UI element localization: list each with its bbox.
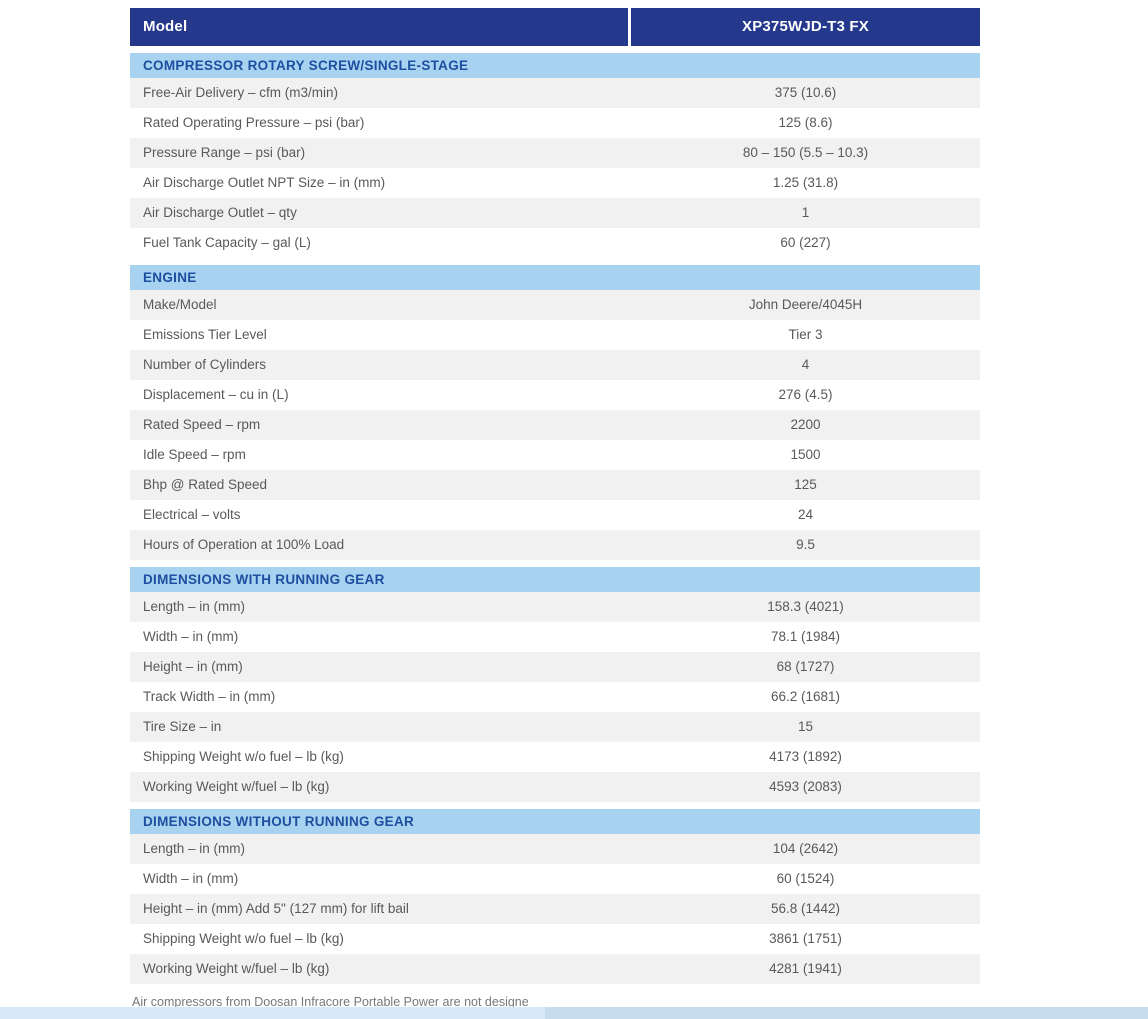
spec-row-value: 1 (801, 205, 810, 220)
section-title: COMPRESSOR ROTARY SCREW/SINGLE-STAGE (130, 53, 980, 78)
spec-row-value: 66.2 (1681) (770, 689, 841, 704)
spec-row-label: Width – in (mm) (143, 871, 239, 886)
spec-row: Idle Speed – rpm 1500 (130, 440, 980, 470)
spec-row: Length – in (mm) 158.3 (4021) (130, 592, 980, 622)
spec-row-value: 3861 (1751) (769, 931, 842, 946)
spec-row-value: 125 (794, 477, 817, 492)
spec-row: Width – in (mm) 78.1 (1984) (130, 622, 980, 652)
spec-section: ENGINE Make/Model John Deere/4045H Emission… (130, 265, 980, 560)
spec-row-label: Track Width – in (mm) (143, 689, 276, 704)
model-header-cell: Model (130, 8, 628, 46)
spec-row: Track Width – in (mm) 66.2 (1681) (130, 682, 980, 712)
spec-sections: COMPRESSOR ROTARY SCREW/SINGLE-STAGE Free… (130, 53, 980, 984)
spec-row-label: Working Weight w/fuel – lb (kg) (143, 961, 330, 976)
spec-row: Air Discharge Outlet – qty 1 (130, 198, 980, 228)
spec-row-value: 24 (797, 507, 814, 522)
footer-note: Air compressors from Doosan Infracore Po… (132, 995, 529, 1009)
spec-row-value: 4593 (2083) (769, 779, 842, 794)
spec-row: Bhp @ Rated Speed 125 (130, 470, 980, 500)
header-divider (628, 8, 631, 46)
spec-row: Rated Speed – rpm 2200 (130, 410, 980, 440)
spec-row-label: Idle Speed – rpm (143, 447, 246, 462)
spec-row: Pressure Range – psi (bar) 80 – 150 (5.5 … (130, 138, 980, 168)
spec-row: Working Weight w/fuel – lb (kg) 4593 (208… (130, 772, 980, 802)
spec-row-label: Length – in (mm) (143, 599, 246, 614)
spec-section: DIMENSIONS WITH RUNNING GEAR Length – in … (130, 567, 980, 802)
model-value-cell: XP375WJD-T3 FX (631, 8, 980, 46)
spec-section: COMPRESSOR ROTARY SCREW/SINGLE-STAGE Free… (130, 53, 980, 258)
spec-row-label: Rated Operating Pressure – psi (bar) (143, 115, 365, 130)
spec-row: Fuel Tank Capacity – gal (L) 60 (227) (130, 228, 980, 258)
spec-row-label: Emissions Tier Level (143, 327, 267, 342)
spec-row: Shipping Weight w/o fuel – lb (kg) 3861 (… (130, 924, 980, 954)
spec-row-value: 68 (1727) (776, 659, 835, 674)
spec-row-label: Width – in (mm) (143, 629, 239, 644)
spec-row: Tire Size – in 15 (130, 712, 980, 742)
spec-row: Displacement – cu in (L) 276 (4.5) (130, 380, 980, 410)
spec-row: Shipping Weight w/o fuel – lb (kg) 4173 (… (130, 742, 980, 772)
spec-row-value: 60 (1524) (776, 871, 835, 886)
spec-row-label: Height – in (mm) Add 5" (127 mm) for lif… (143, 901, 409, 916)
spec-row-value: 276 (4.5) (778, 387, 833, 402)
spec-row-label: Make/Model (143, 297, 217, 312)
spec-table: Model XP375WJD-T3 FX COMPRESSOR ROTARY S… (130, 8, 980, 984)
spec-row: Hours of Operation at 100% Load 9.5 (130, 530, 980, 560)
bottom-decoration (0, 1007, 1148, 1019)
spec-row: Make/Model John Deere/4045H (130, 290, 980, 320)
spec-row: Free-Air Delivery – cfm (m3/min) 375 (10.… (130, 78, 980, 108)
bottom-strip-right (545, 1007, 1148, 1019)
spec-row-label: Working Weight w/fuel – lb (kg) (143, 779, 330, 794)
spec-row-label: Shipping Weight w/o fuel – lb (kg) (143, 749, 344, 764)
spec-row-label: Length – in (mm) (143, 841, 246, 856)
spec-row-label: Fuel Tank Capacity – gal (L) (143, 235, 311, 250)
spec-row-value: 15 (797, 719, 814, 734)
spec-row-label: Tire Size – in (143, 719, 222, 734)
spec-row: Working Weight w/fuel – lb (kg) 4281 (194… (130, 954, 980, 984)
spec-row-value: 9.5 (796, 537, 815, 552)
spec-row-value: 60 (227) (780, 235, 831, 250)
spec-row-label: Number of Cylinders (143, 357, 267, 372)
spec-row-label: Hours of Operation at 100% Load (143, 537, 345, 552)
spec-row-value: 375 (10.6) (774, 85, 837, 100)
spec-row: Emissions Tier Level Tier 3 (130, 320, 980, 350)
spec-row: Height – in (mm) Add 5" (127 mm) for lif… (130, 894, 980, 924)
spec-row-label: Height – in (mm) (143, 659, 243, 674)
spec-row-label: Air Discharge Outlet NPT Size – in (mm) (143, 175, 386, 190)
spec-row: Width – in (mm) 60 (1524) (130, 864, 980, 894)
spec-row: Air Discharge Outlet NPT Size – in (mm) 1… (130, 168, 980, 198)
spec-row-label: Free-Air Delivery – cfm (m3/min) (143, 85, 339, 100)
spec-row-value: 125 (8.6) (778, 115, 833, 130)
section-title: DIMENSIONS WITHOUT RUNNING GEAR (130, 809, 980, 834)
spec-row-value: 4 (801, 357, 810, 372)
bottom-strip-left (0, 1007, 545, 1019)
spec-row: Number of Cylinders 4 (130, 350, 980, 380)
spec-row-label: Pressure Range – psi (bar) (143, 145, 306, 160)
spec-row-value: 56.8 (1442) (770, 901, 841, 916)
spec-row-value: 4173 (1892) (769, 749, 842, 764)
spec-row-label: Shipping Weight w/o fuel – lb (kg) (143, 931, 344, 946)
section-title: DIMENSIONS WITH RUNNING GEAR (130, 567, 980, 592)
table-header: Model XP375WJD-T3 FX (130, 8, 980, 46)
spec-row: Length – in (mm) 104 (2642) (130, 834, 980, 864)
spec-row-value: 1.25 (31.8) (772, 175, 839, 190)
spec-row-label: Displacement – cu in (L) (143, 387, 289, 402)
spec-row-value: 4281 (1941) (769, 961, 842, 976)
spec-row-value: 158.3 (4021) (767, 599, 844, 614)
spec-row: Rated Operating Pressure – psi (bar) 125 … (130, 108, 980, 138)
spec-row-value: 2200 (790, 417, 821, 432)
spec-row-value: 78.1 (1984) (770, 629, 841, 644)
spec-row-value: 104 (2642) (772, 841, 839, 856)
spec-row-label: Electrical – volts (143, 507, 241, 522)
spec-row-label: Bhp @ Rated Speed (143, 477, 268, 492)
spec-row-label: Air Discharge Outlet – qty (143, 205, 297, 220)
spec-section: DIMENSIONS WITHOUT RUNNING GEAR Length – … (130, 809, 980, 984)
spec-row: Height – in (mm) 68 (1727) (130, 652, 980, 682)
spec-row-value: Tier 3 (788, 327, 823, 342)
spec-row-value: 1500 (790, 447, 821, 462)
spec-row: Electrical – volts 24 (130, 500, 980, 530)
spec-row-value: 80 – 150 (5.5 – 10.3) (742, 145, 869, 160)
section-title: ENGINE (130, 265, 980, 290)
spec-row-label: Rated Speed – rpm (143, 417, 261, 432)
spec-row-value: John Deere/4045H (748, 297, 863, 312)
